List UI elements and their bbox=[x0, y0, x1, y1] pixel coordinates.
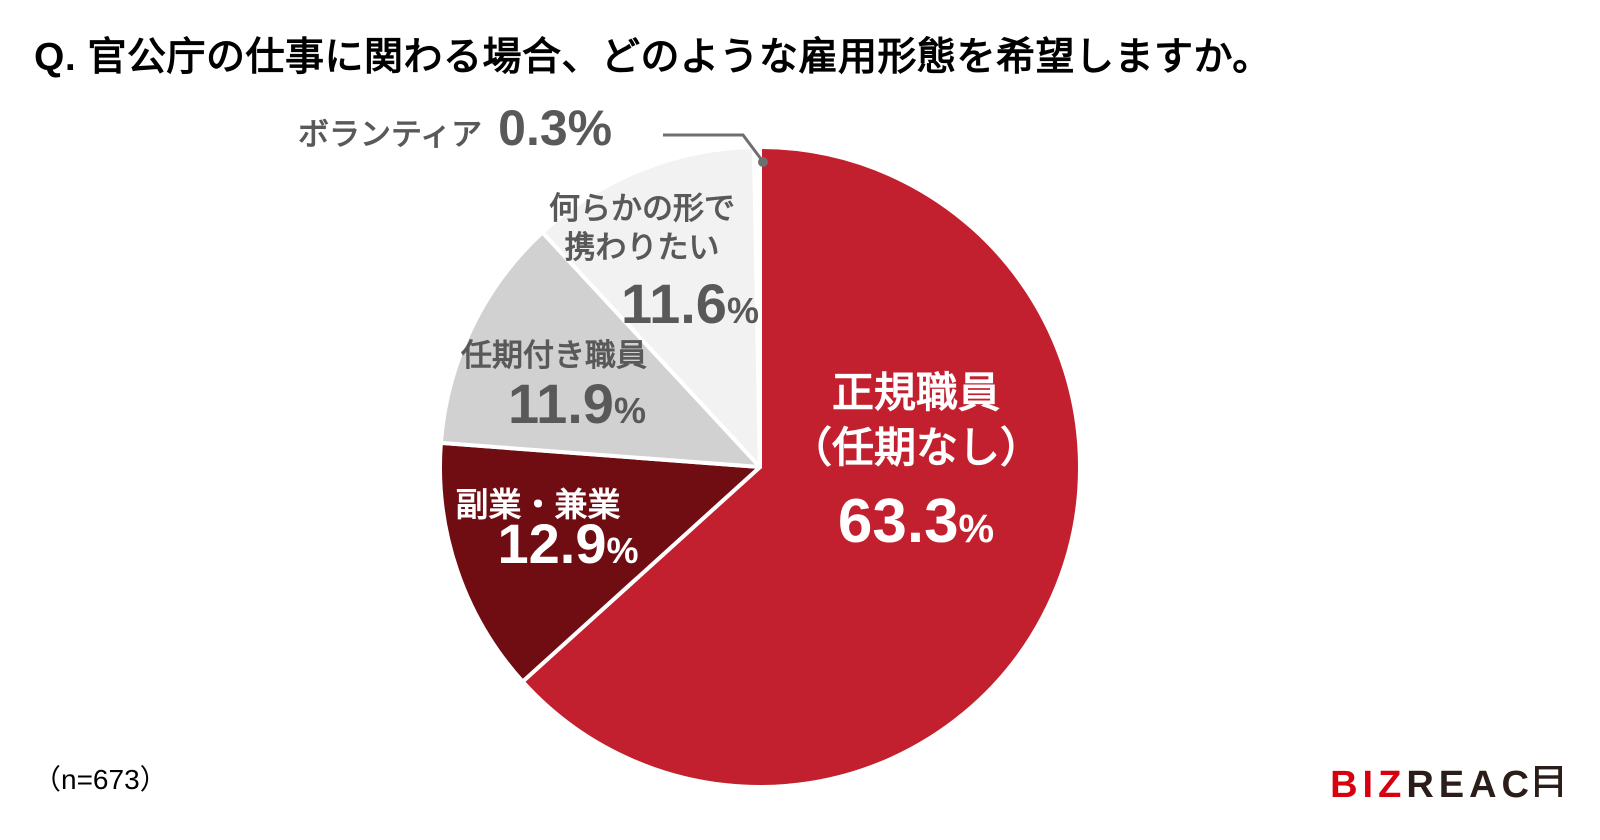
logo-biz-text: BIZ bbox=[1330, 764, 1407, 806]
label-side-job: 副業・兼業 bbox=[455, 486, 621, 523]
logo-reach-text: REAC bbox=[1406, 764, 1534, 806]
label-volunteer-value: 0.3% bbox=[498, 100, 613, 156]
bizreach-logo: BIZ REAC bbox=[1330, 766, 1562, 804]
label-other-form-line2: 携わりたい bbox=[564, 229, 720, 265]
label-regular-staff-line2: （任期なし） bbox=[789, 423, 1043, 471]
label-regular-staff-line1: 正規職員 bbox=[831, 369, 1001, 416]
pie-slice-2 bbox=[438, 440, 762, 684]
pie-slice-5 bbox=[751, 145, 762, 469]
ladder-h-icon bbox=[1535, 766, 1562, 797]
pie-slices-group bbox=[438, 145, 1082, 789]
label-term-staff-value: 11.9% bbox=[508, 372, 646, 435]
label-side-job-value: 12.9% bbox=[497, 512, 639, 575]
pie-slice-1 bbox=[520, 145, 1082, 789]
chart-title: Q. 官公庁の仕事に関わる場合、どのような雇用形態を希望しますか。 bbox=[34, 36, 1272, 79]
label-regular-staff-value: 63.3% bbox=[837, 487, 995, 556]
label-other-form-line1: 何らかの形で bbox=[549, 191, 735, 226]
label-other-form: 何らかの形で 携わりたい bbox=[549, 190, 735, 268]
label-term-staff: 任期付き職員 bbox=[461, 338, 647, 373]
label-regular-staff: 正規職員 （任期なし） bbox=[790, 366, 1042, 475]
label-volunteer: ボランティア 0.3% bbox=[298, 99, 612, 157]
label-volunteer-text: ボランティア bbox=[298, 117, 483, 152]
callout-line bbox=[663, 133, 763, 160]
callout-dot bbox=[758, 157, 768, 167]
pie-slice-4 bbox=[540, 145, 762, 469]
pie-slice-3 bbox=[438, 230, 762, 469]
sample-size-note: （n=673） bbox=[33, 764, 168, 795]
label-other-form-value: 11.6% bbox=[621, 272, 759, 335]
